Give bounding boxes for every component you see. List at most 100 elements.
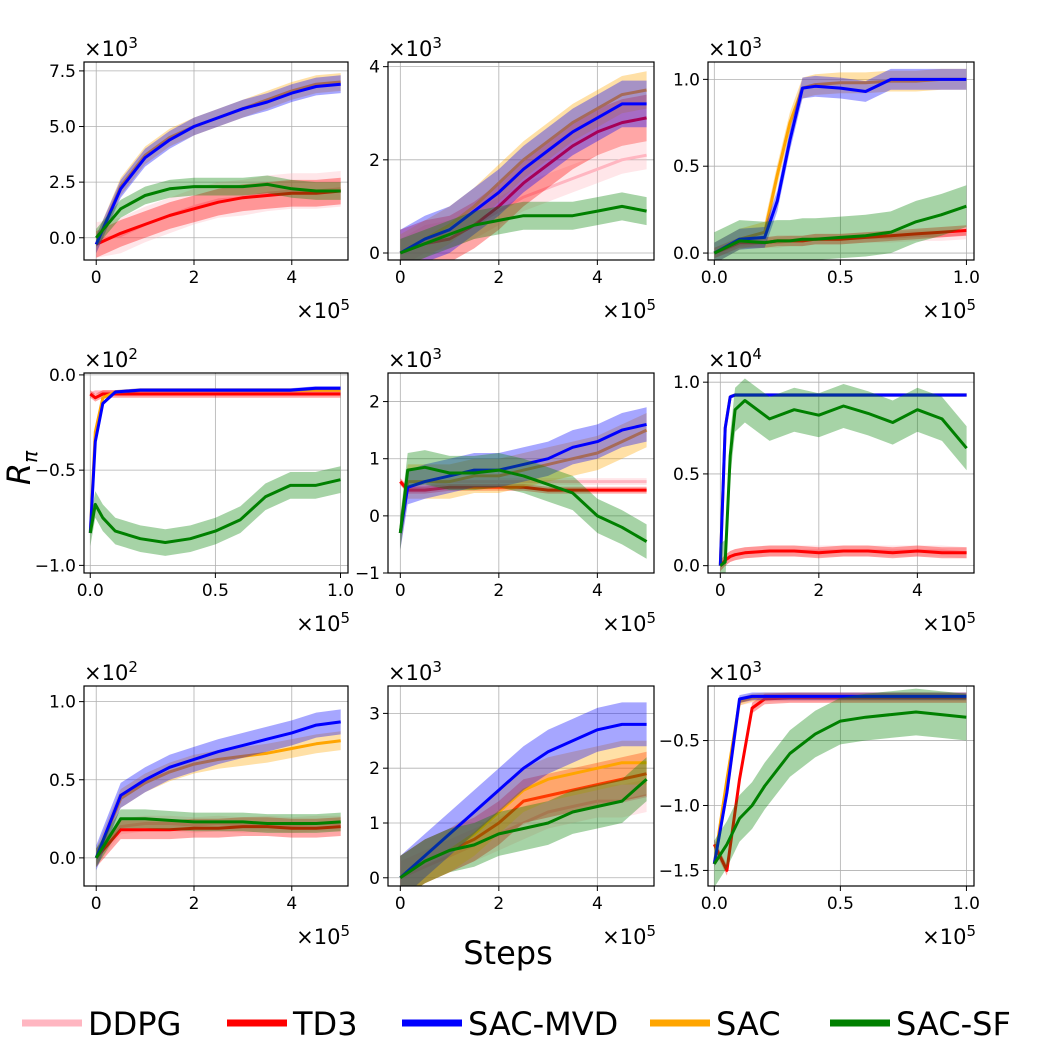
band-sac-sf xyxy=(400,192,647,260)
line-td3 xyxy=(95,825,341,859)
line-sac-sf xyxy=(399,204,647,255)
band-sac-sf xyxy=(400,757,647,886)
y-tick-label: 0.5 xyxy=(673,157,700,177)
y-tick-label: 2 xyxy=(369,151,380,171)
legend-item-ddpg: DDPG xyxy=(22,1005,181,1043)
line-td3 xyxy=(399,116,647,255)
band-td3 xyxy=(400,751,647,886)
y-tick-label: −1.0 xyxy=(35,556,76,576)
y-tick-label: −1.5 xyxy=(659,861,700,881)
axes-frame xyxy=(83,685,349,887)
subplot-9: 0.0 0.5 1.0 −1.5 −1.0 −0.5 ×103 ×105 xyxy=(659,658,980,949)
line-sac-sf xyxy=(713,204,967,255)
line-sac-mvd xyxy=(94,82,341,246)
y-multiplier: ×103 xyxy=(388,345,442,372)
subplot-4: 0.0 0.5 1.0 −1.0 −0.5 0.0 ×102 ×105 xyxy=(35,345,354,636)
line-sac-mvd xyxy=(399,102,647,255)
axes-frame xyxy=(707,61,975,261)
y-tick-label: 0.0 xyxy=(49,849,76,869)
x-tick-label: 4 xyxy=(912,581,923,601)
x-tick-label: 2 xyxy=(493,268,504,288)
legend: DDPG TD3 SAC-MVD SAC SAC-SF xyxy=(22,1005,1011,1043)
line-td3 xyxy=(89,392,341,400)
axes-frame xyxy=(707,685,975,887)
y-tick-label: 5.0 xyxy=(49,118,76,138)
x-multiplier: ×105 xyxy=(602,609,656,636)
legend-item-td3: TD3 xyxy=(227,1005,358,1043)
plot-area xyxy=(94,709,341,871)
y-tick-label: −1 xyxy=(355,564,380,584)
line-ddpg xyxy=(89,390,341,396)
x-multiplier: ×105 xyxy=(296,609,350,636)
x-multiplier: ×105 xyxy=(296,296,350,323)
grid xyxy=(84,62,348,260)
band-sac xyxy=(400,71,647,260)
axes-frame xyxy=(387,372,655,574)
y-tick-label: 0.0 xyxy=(673,244,700,264)
y-multiplier: ×103 xyxy=(708,34,762,61)
line-sac-sf xyxy=(713,710,967,865)
y-multiplier: ×102 xyxy=(84,345,138,372)
x-tick-label: 2 xyxy=(189,268,200,288)
x-tick-label: 0 xyxy=(395,894,406,914)
x-multiplier: ×105 xyxy=(922,296,976,323)
subplot-1: 0 2 4 0.0 2.5 5.0 7.5 ×103 ×105 xyxy=(49,34,350,323)
y-axis-label-main: R xyxy=(0,463,38,485)
line-sac-mvd xyxy=(399,722,647,879)
legend-label: SAC xyxy=(716,1005,781,1043)
y-tick-label: 4 xyxy=(369,58,380,78)
band-td3 xyxy=(720,545,967,572)
band-sac xyxy=(400,740,647,886)
x-tick-label: 4 xyxy=(592,581,603,601)
y-multiplier: ×103 xyxy=(388,34,442,61)
x-tick-label: 0 xyxy=(91,268,102,288)
band-ddpg xyxy=(400,779,647,886)
plot-area xyxy=(718,378,968,573)
x-tick-label: 0.5 xyxy=(202,581,229,601)
x-tick-label: 0.5 xyxy=(827,894,854,914)
x-multiplier: ×105 xyxy=(602,296,656,323)
x-tick-label: 2 xyxy=(189,894,200,914)
y-multiplier: ×103 xyxy=(84,34,138,61)
x-multiplier: ×105 xyxy=(296,922,350,949)
y-multiplier: ×104 xyxy=(708,345,762,372)
y-tick-label: −0.5 xyxy=(35,461,76,481)
line-sac xyxy=(94,739,341,859)
x-tick-label: 0.0 xyxy=(701,894,728,914)
y-tick-label: 1 xyxy=(369,814,380,834)
y-tick-label: 2 xyxy=(369,759,380,779)
y-tick-label: 0 xyxy=(369,869,380,889)
band-sac xyxy=(400,413,647,551)
x-tick-label: 4 xyxy=(592,268,603,288)
subplot-2: 0 2 4 0 2 4 ×103 ×105 xyxy=(369,34,656,323)
x-tick-label: 2 xyxy=(493,581,504,601)
grid xyxy=(84,686,348,886)
band-sac-mvd xyxy=(96,709,341,871)
axes-frame xyxy=(83,61,349,261)
x-axis-label: Steps xyxy=(463,934,553,972)
line-sac-mvd xyxy=(398,422,647,534)
y-tick-label: 1.0 xyxy=(673,373,700,393)
plot-area xyxy=(399,71,647,260)
line-sac-sf xyxy=(88,478,341,544)
y-tick-label: 0 xyxy=(369,507,380,527)
x-multiplier: ×105 xyxy=(922,609,976,636)
x-multiplier: ×105 xyxy=(602,922,656,949)
band-sac-mvd xyxy=(96,75,341,254)
y-tick-label: 2 xyxy=(369,393,380,413)
x-tick-label: 0.0 xyxy=(701,268,728,288)
y-multiplier: ×103 xyxy=(388,658,442,685)
x-tick-label: 2 xyxy=(493,894,504,914)
axes-frame xyxy=(387,685,655,887)
x-tick-label: 0 xyxy=(395,581,406,601)
x-tick-label: 4 xyxy=(286,268,297,288)
plot-area xyxy=(712,688,967,886)
line-sac-sf xyxy=(398,465,648,543)
y-tick-label: 0.0 xyxy=(673,557,700,577)
plot-area xyxy=(713,68,967,260)
line-sac-mvd xyxy=(713,77,967,255)
line-sac-sf xyxy=(95,182,341,239)
axes-frame xyxy=(387,61,655,261)
x-tick-label: 2 xyxy=(813,581,824,601)
